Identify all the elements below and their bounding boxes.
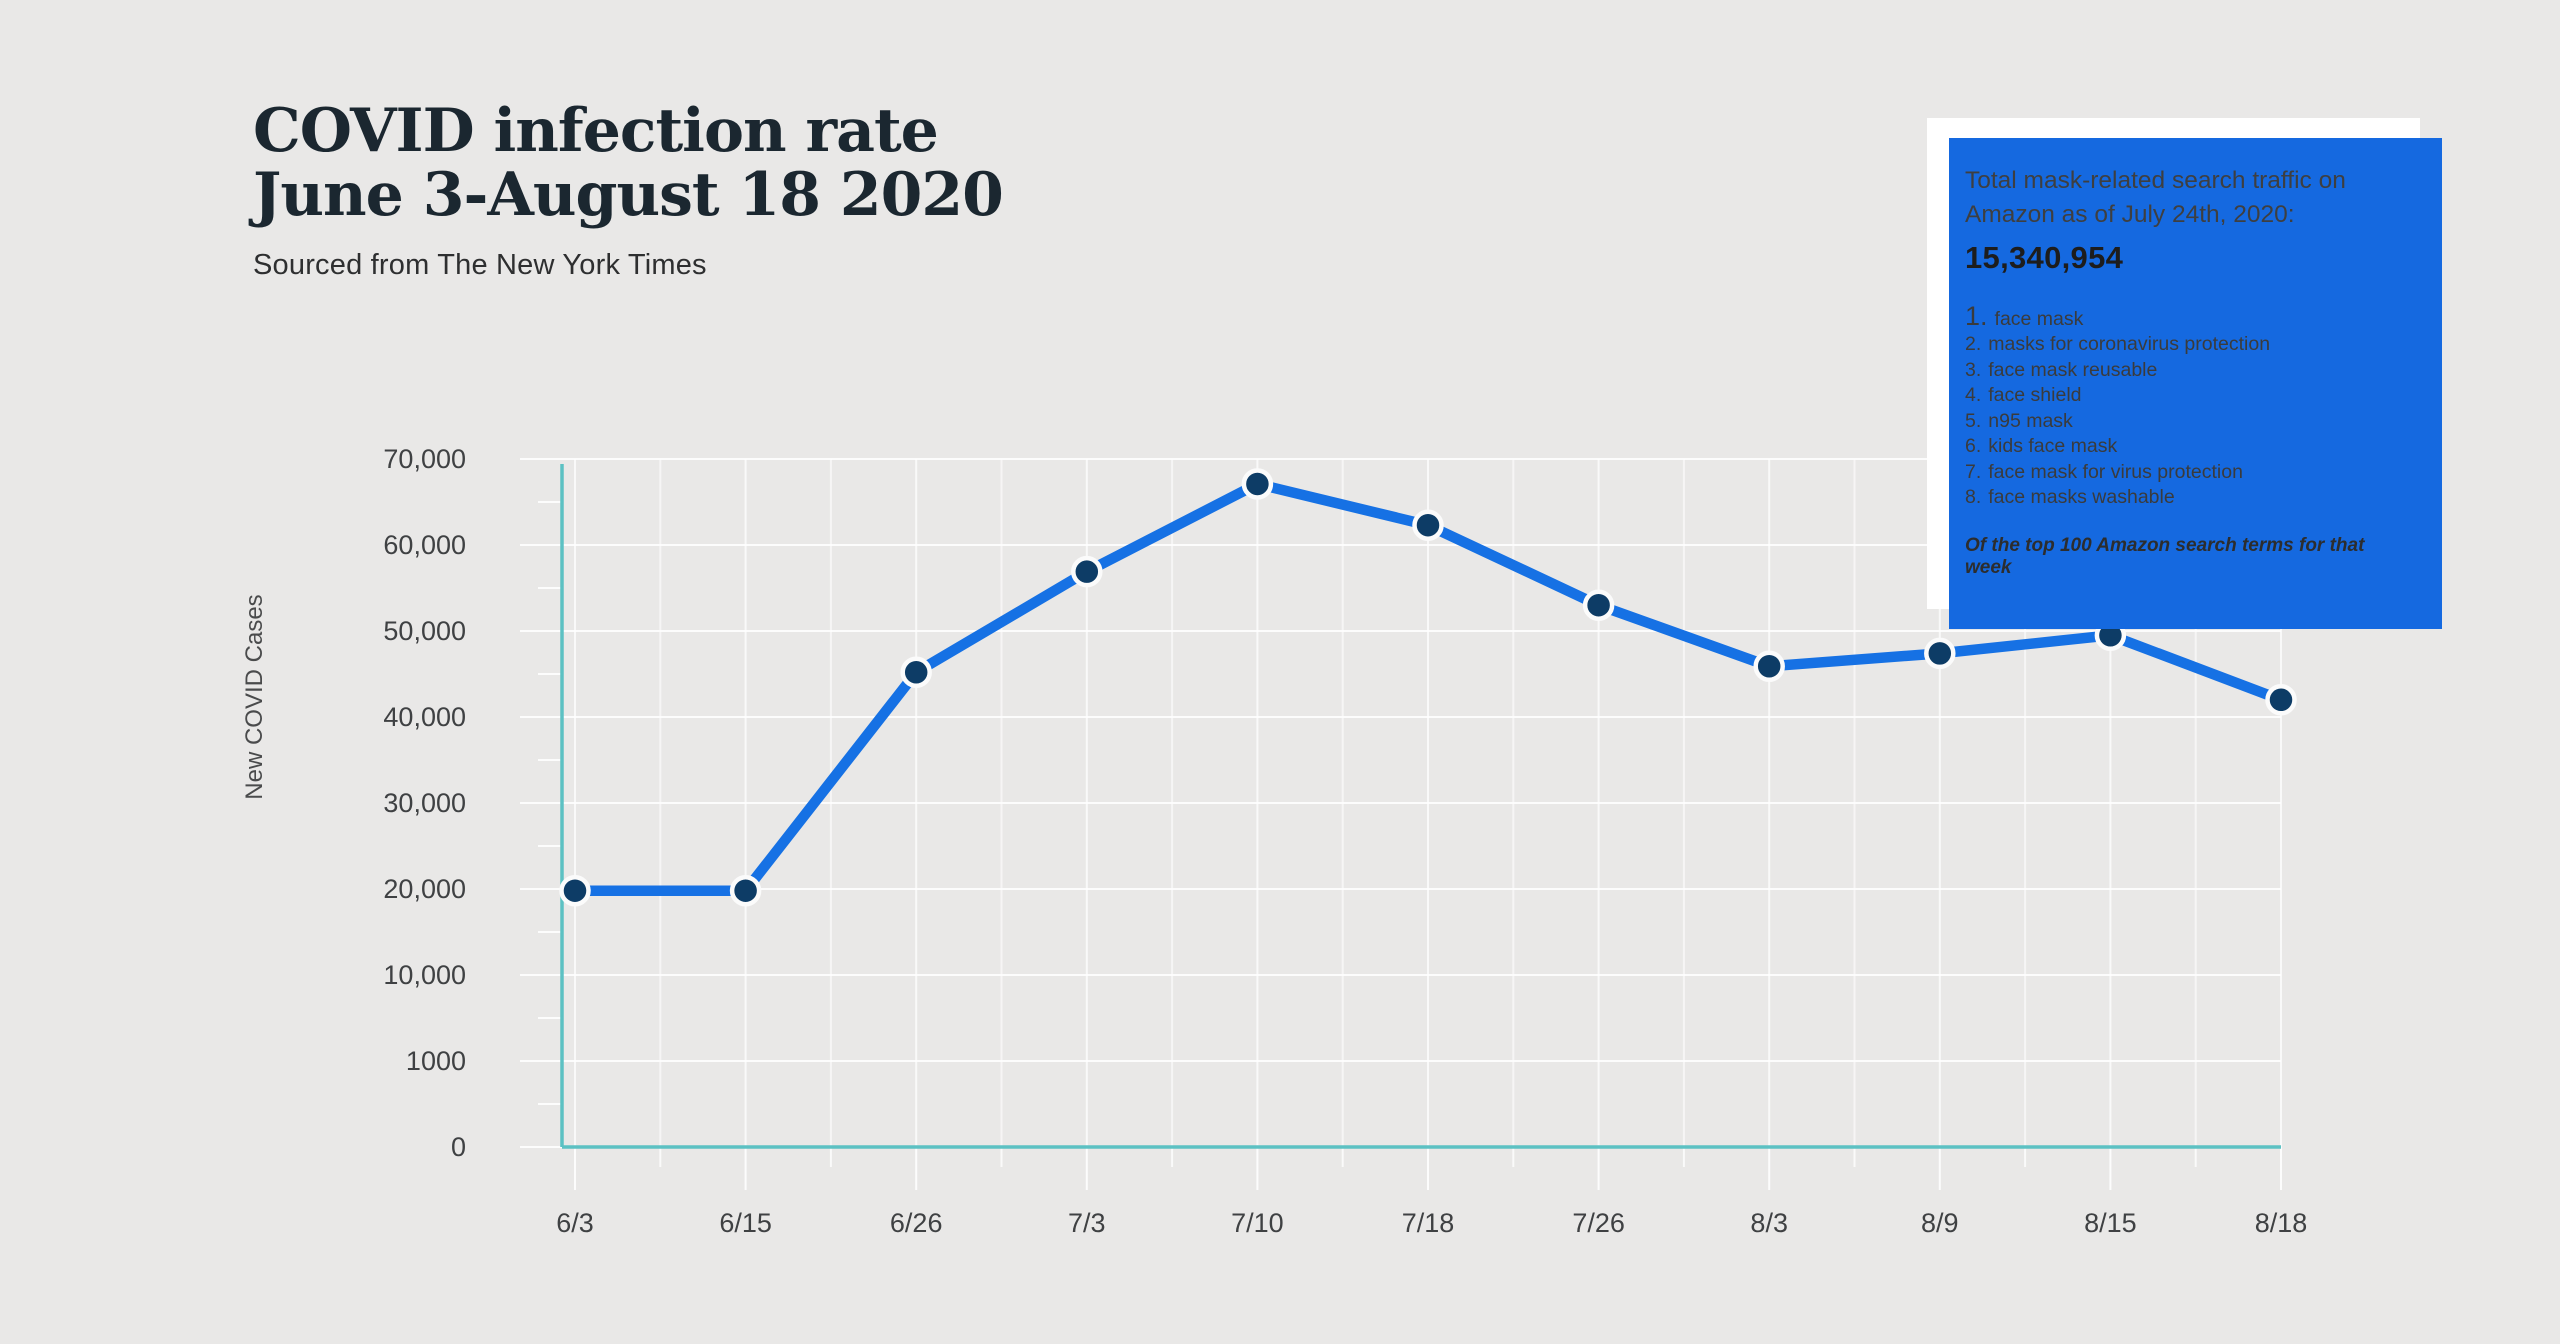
x-tick-label: 6/3 — [556, 1208, 594, 1238]
data-point — [1412, 509, 1444, 541]
x-tick-label: 7/26 — [1572, 1208, 1625, 1238]
list-item: 5. n95 mask — [1965, 409, 2386, 435]
list-item: 1. face mask — [1965, 300, 2386, 333]
data-point — [1753, 650, 1785, 683]
data-point — [900, 656, 932, 689]
x-tick-label: 8/15 — [2084, 1208, 2137, 1238]
list-item-number: 5. — [1965, 409, 1982, 432]
y-tick-label: 1000 — [406, 1046, 466, 1076]
list-item-number: 6. — [1965, 435, 1982, 458]
callout-footnote: Of the top 100 Amazon search terms for t… — [1965, 534, 2365, 578]
list-item: 2. masks for coronavirus protection — [1965, 332, 2386, 358]
list-item-label: n95 mask — [1988, 409, 2073, 432]
x-tick-label: 8/3 — [1750, 1208, 1788, 1238]
page-title-line1: COVID infection rate — [253, 96, 939, 166]
list-item-number: 8. — [1965, 486, 1982, 509]
data-point — [1071, 555, 1103, 588]
data-point — [729, 874, 762, 907]
list-item-label: face mask reusable — [1988, 358, 2158, 381]
page-title-line2: June 3-August 18 2020 — [253, 159, 1004, 230]
y-axis-title: New COVID Cases — [241, 594, 268, 799]
x-tick-label: 7/10 — [1231, 1208, 1284, 1238]
x-tick-label: 8/18 — [2255, 1208, 2308, 1238]
y-tick-label: 70,000 — [383, 444, 466, 474]
list-item-number: 2. — [1965, 333, 1982, 356]
list-item-label: face mask for virus protection — [1988, 460, 2243, 483]
list-item-label: kids face mask — [1988, 435, 2118, 458]
chart-header: COVID infection rate June 3-August 18 20… — [253, 96, 1004, 282]
y-tick-label: 0 — [451, 1132, 466, 1162]
callout-total-value: 15,340,954 — [1965, 239, 2124, 275]
data-point — [1241, 468, 1274, 500]
callout-intro-text: Total mask-related search traffic on Ama… — [1965, 167, 2346, 228]
x-tick-label: 7/3 — [1068, 1208, 1106, 1238]
amazon-search-callout: Total mask-related search traffic on Ama… — [1927, 118, 2442, 629]
list-item-label: face mask — [1994, 307, 2084, 330]
list-item-number: 3. — [1965, 358, 1982, 381]
list-item-number: 4. — [1965, 384, 1982, 407]
y-tick-label: 60,000 — [383, 530, 466, 560]
data-point — [559, 874, 591, 907]
y-tick-label: 20,000 — [383, 874, 466, 904]
x-tick-label: 7/18 — [1402, 1208, 1455, 1238]
list-item: 8. face masks washable — [1965, 485, 2386, 511]
list-item: 7. face mask for virus protection — [1965, 460, 2386, 486]
list-item-label: face masks washable — [1988, 486, 2175, 509]
data-point — [2265, 684, 2297, 716]
page-subtitle: Sourced from The New York Times — [253, 249, 707, 282]
list-item: 6. kids face mask — [1965, 434, 2386, 460]
x-tick-label: 8/9 — [1921, 1208, 1959, 1238]
y-tick-label: 30,000 — [383, 788, 466, 818]
search-terms-list: 1. face mask 2. masks for coronavirus pr… — [1965, 300, 2386, 511]
page-title: COVID infection rate June 3-August 18 20… — [253, 96, 1004, 230]
data-point — [1924, 637, 1956, 670]
y-tick-label: 40,000 — [383, 702, 466, 732]
y-tick-label: 10,000 — [383, 960, 466, 990]
x-tick-label: 6/15 — [719, 1208, 772, 1238]
list-item: 3. face mask reusable — [1965, 358, 2386, 384]
x-tick-label: 6/26 — [890, 1208, 943, 1238]
list-item-number: 1. — [1965, 300, 1988, 331]
list-item-label: face shield — [1988, 384, 2082, 407]
y-tick-label: 50,000 — [383, 616, 466, 646]
data-point — [1582, 589, 1615, 621]
list-item-number: 7. — [1965, 460, 1982, 483]
list-item: 4. face shield — [1965, 383, 2386, 409]
list-item-label: masks for coronavirus protection — [1988, 333, 2271, 356]
